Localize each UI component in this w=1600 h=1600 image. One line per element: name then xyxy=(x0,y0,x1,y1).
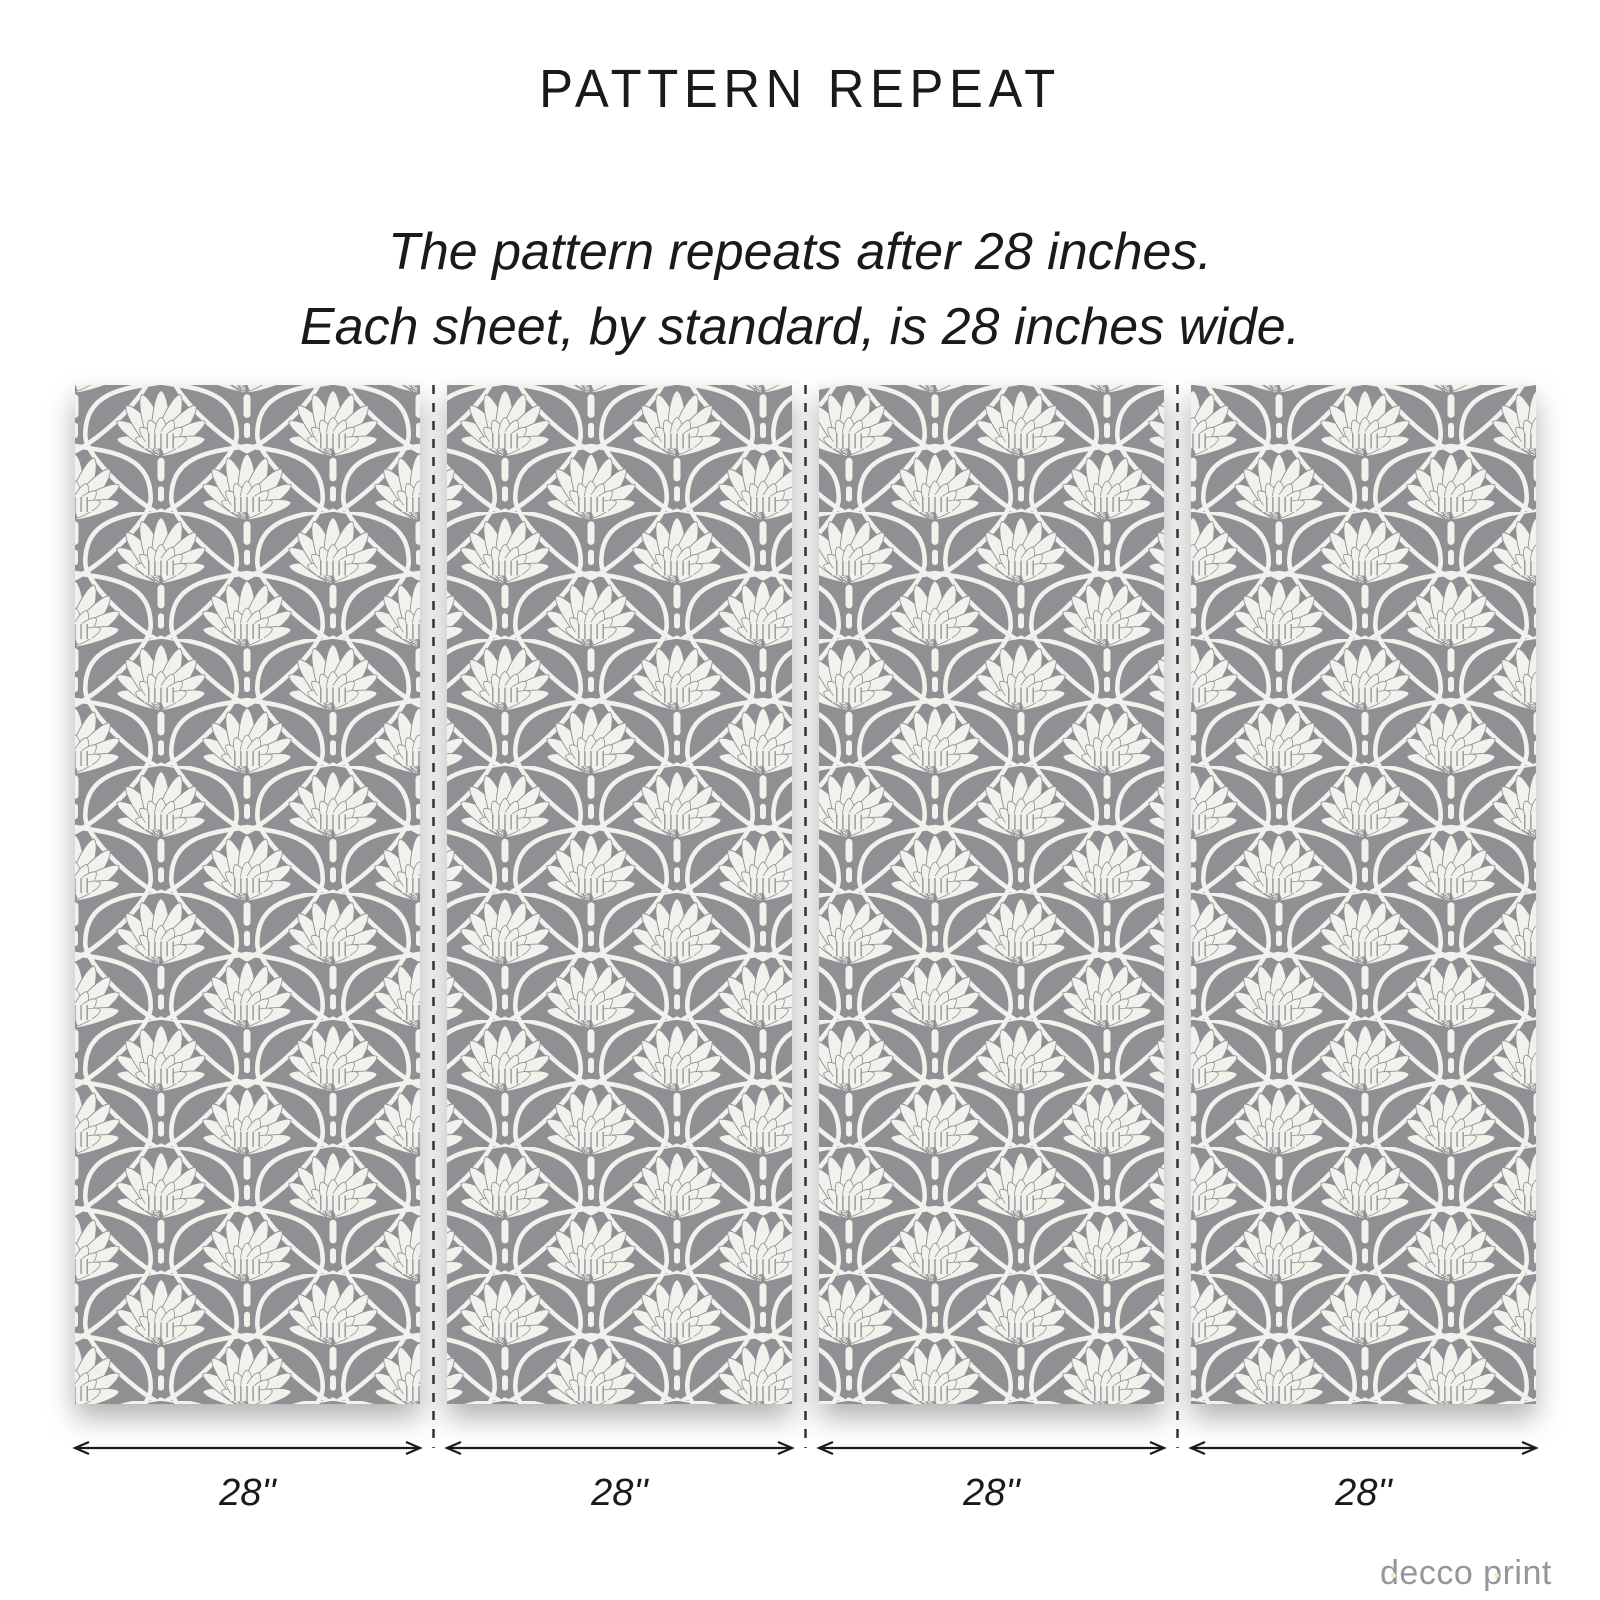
svg-text:decco print: decco print xyxy=(1380,1554,1552,1592)
